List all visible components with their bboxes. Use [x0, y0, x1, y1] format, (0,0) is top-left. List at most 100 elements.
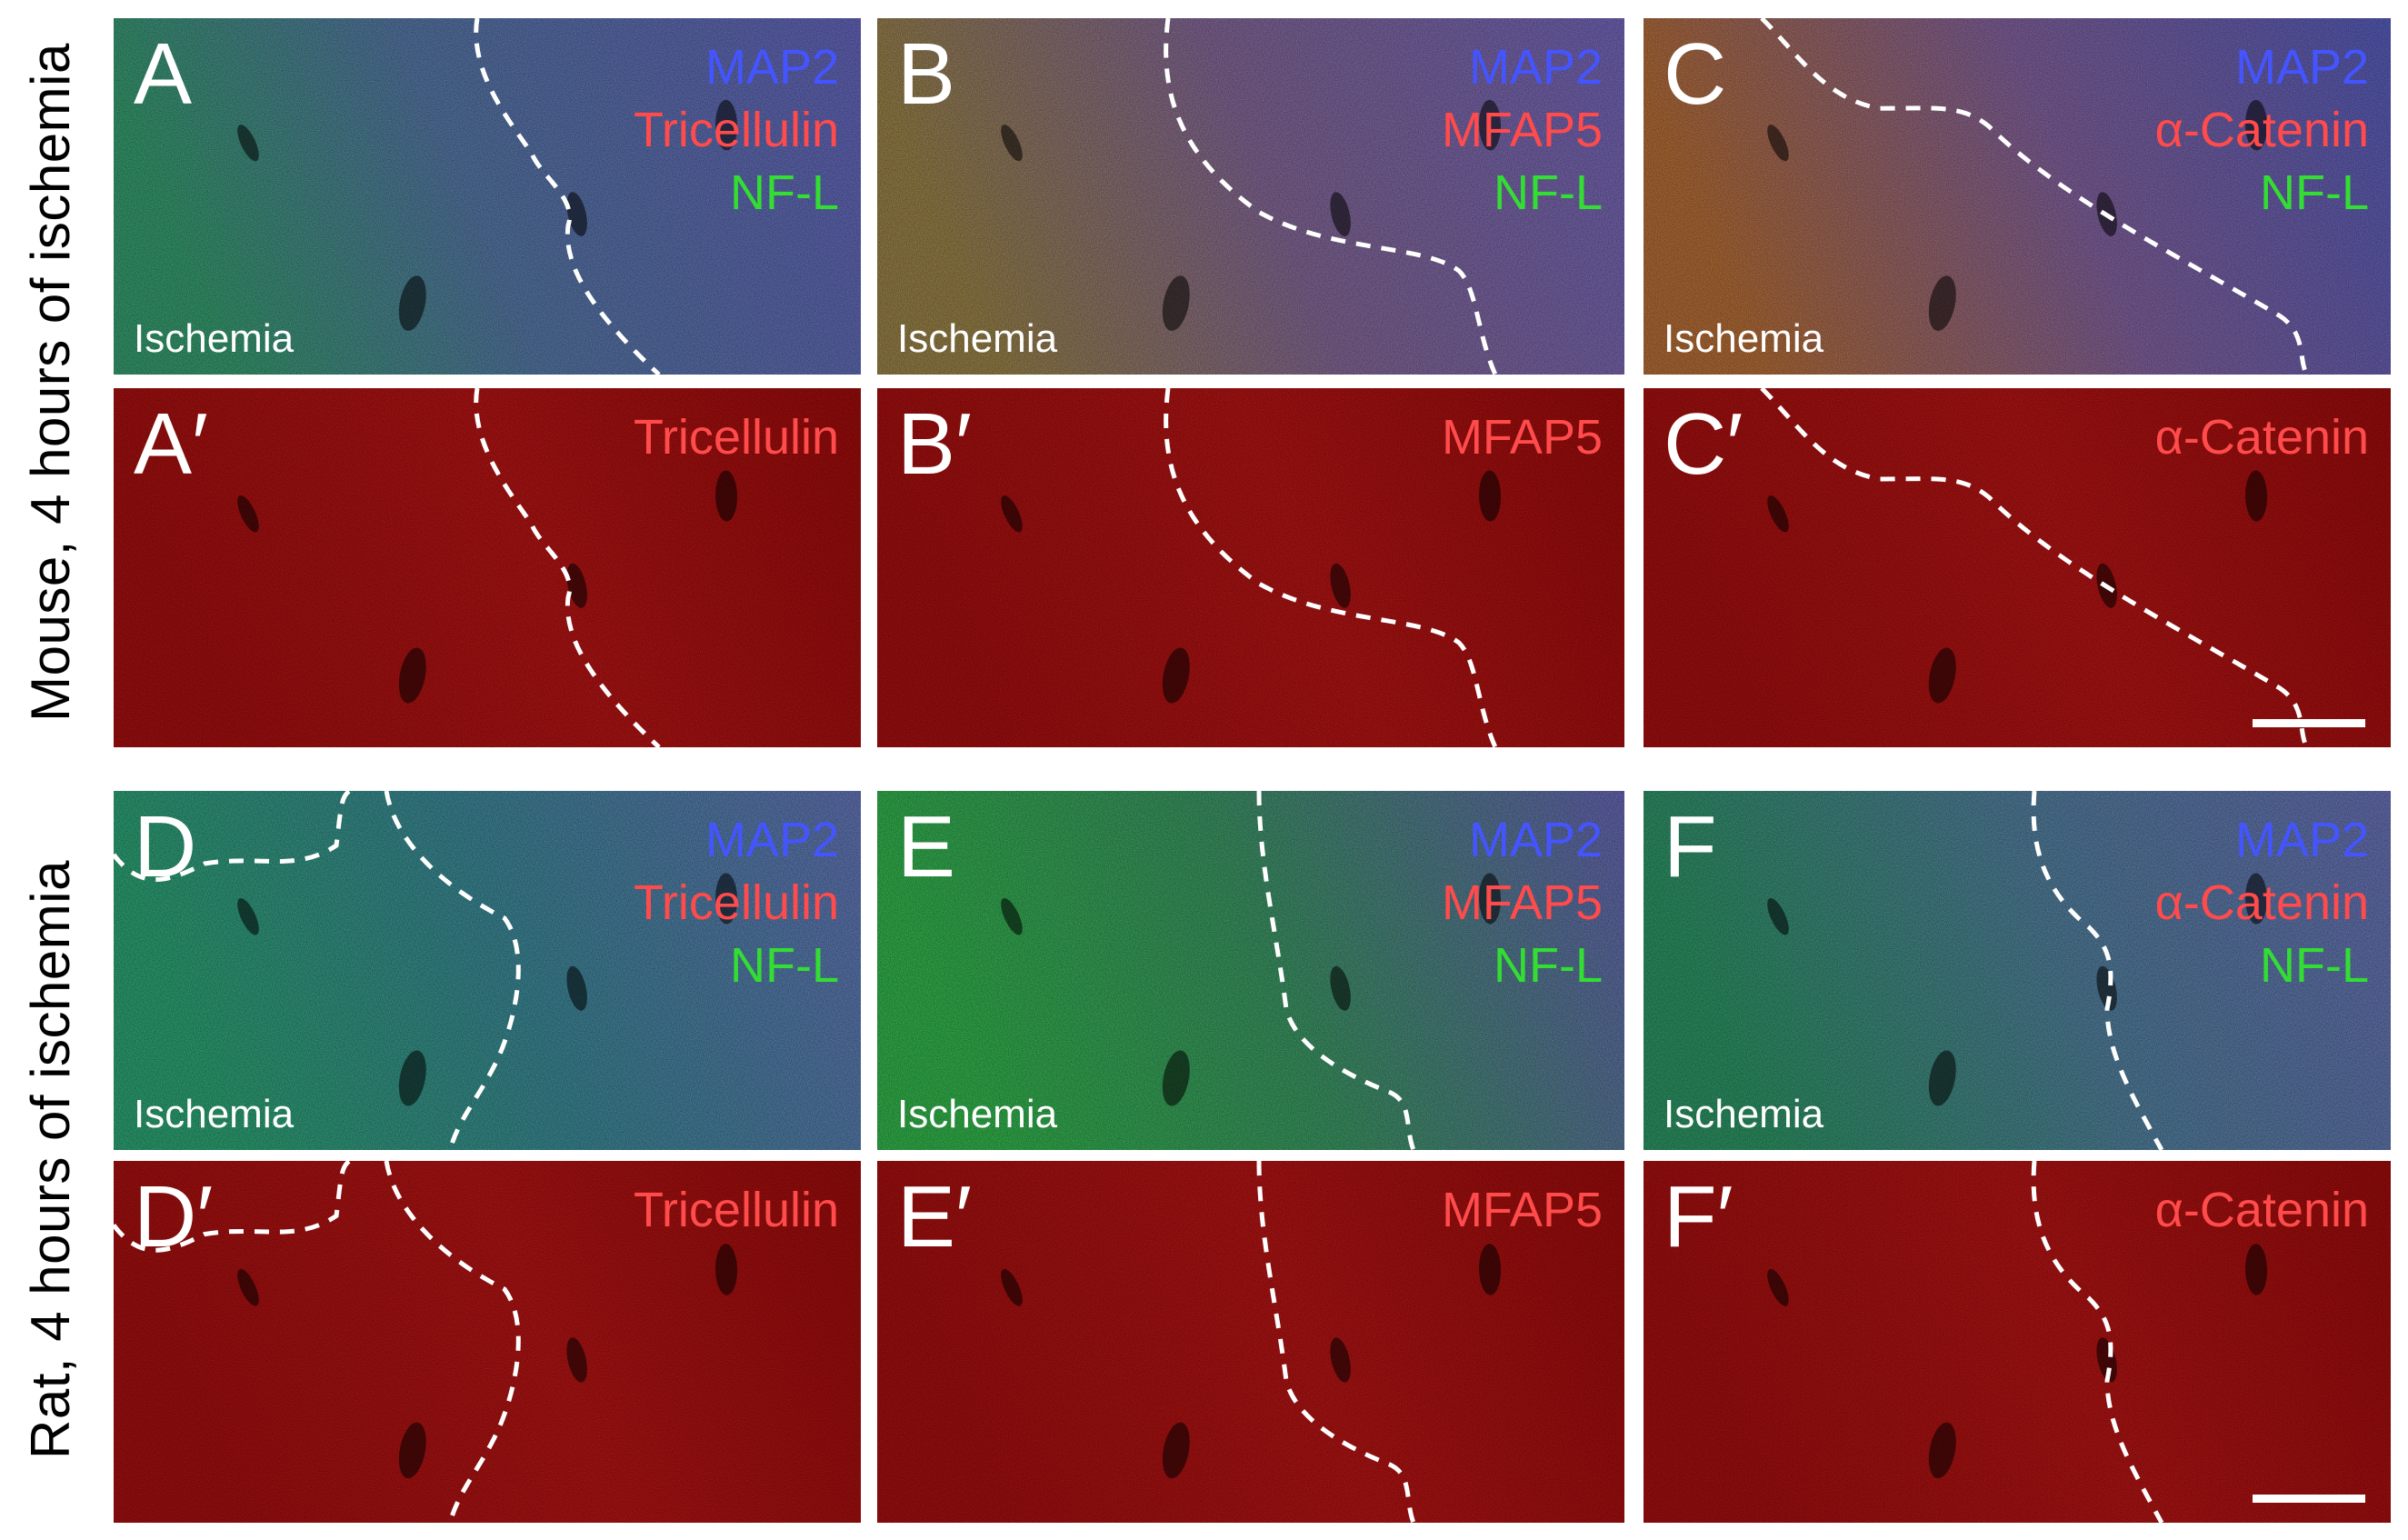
- row-label-rat-text: Rat, 4 hours of ischemia: [19, 859, 81, 1459]
- vessel-shape: [1162, 1050, 1190, 1106]
- panel-letter: C: [1664, 25, 1727, 123]
- scale-bar: [2253, 719, 2365, 727]
- stain-label-red: α-Catenin: [2154, 410, 2369, 465]
- stain-legend: MAP2 α-Catenin NF-L: [2155, 36, 2369, 225]
- micrograph-image: [114, 1161, 861, 1523]
- vessel-shape: [715, 873, 738, 925]
- micrograph-panel-f-prime: F′ α-Catenin: [1644, 1161, 2391, 1523]
- vessel-shape: [715, 99, 738, 151]
- micrograph-panel-d-prime: D′ Tricellulin: [114, 1161, 861, 1523]
- panel-letter: C′: [1664, 395, 1744, 493]
- stain-label-green: NF-L: [2260, 938, 2369, 993]
- stain-label-green: NF-L: [730, 165, 839, 220]
- panel-letter: E′: [897, 1168, 973, 1265]
- vessel-shape: [1767, 898, 1789, 935]
- stain-label-blue: MAP2: [2234, 813, 2369, 867]
- stain-label-red: MFAP5: [1441, 1183, 1603, 1237]
- vessel-shape: [2245, 873, 2268, 925]
- ischemia-boundary-line: [474, 388, 661, 747]
- stain-label-blue: MAP2: [1468, 40, 1603, 95]
- ischemia-region-label: Ischemia: [1664, 316, 1824, 361]
- stain-legend: α-Catenin: [2155, 406, 2369, 469]
- micrograph-image: [1644, 791, 2391, 1150]
- panel-letter: D′: [134, 1168, 214, 1265]
- ischemia-boundary-line: [2031, 791, 2164, 1150]
- ischemia-boundary-line: [114, 791, 521, 1150]
- stain-legend: MFAP5: [1442, 1179, 1603, 1242]
- panel-letter: E: [897, 798, 956, 895]
- micrograph-image: [1644, 388, 2391, 747]
- stain-label-green: NF-L: [730, 938, 839, 993]
- vessel-shape: [2245, 99, 2268, 151]
- stain-legend: MFAP5: [1442, 406, 1603, 469]
- row-label-rat: Rat, 4 hours of ischemia: [0, 791, 100, 1527]
- stain-legend: α-Catenin: [2155, 1179, 2369, 1242]
- micrograph-image: [877, 18, 1624, 375]
- stain-label-red: α-Catenin: [2154, 103, 2369, 157]
- stain-label-green: NF-L: [1494, 165, 1603, 220]
- vessel-shape: [1001, 898, 1023, 935]
- vessel-shape: [237, 1268, 259, 1306]
- ischemia-region-label: Ischemia: [897, 316, 1058, 361]
- stain-legend: Tricellulin: [634, 1179, 839, 1242]
- vessel-shape: [715, 1244, 738, 1295]
- micrograph-panel-f: F MAP2 α-Catenin NF-L Ischemia: [1644, 791, 2391, 1150]
- vessel-shape: [2245, 470, 2268, 522]
- row-label-mouse: Mouse, 4 hours of ischemia: [0, 18, 100, 745]
- micrograph-panel-a: A MAP2 Tricellulin NF-L Ischemia: [114, 18, 861, 375]
- vessel-shape: [1330, 965, 1351, 1011]
- stain-label-blue: MAP2: [704, 813, 839, 867]
- panel-letter: B′: [897, 395, 973, 493]
- vessel-shape: [1001, 495, 1023, 533]
- micrograph-image: [114, 388, 861, 747]
- vessel-shape: [566, 965, 587, 1011]
- vessel-shape: [1767, 495, 1789, 533]
- stain-label-red: MFAP5: [1441, 875, 1603, 930]
- vessel-shape: [566, 192, 587, 236]
- vessel-shape: [1479, 470, 1502, 522]
- vessel-shape: [398, 1050, 426, 1106]
- vessel-shape: [1767, 125, 1789, 162]
- ischemia-boundary-line: [1164, 18, 1498, 375]
- stain-legend: MAP2 MFAP5 NF-L: [1442, 809, 1603, 997]
- vessel-shape: [1001, 1268, 1023, 1306]
- micrograph-image: [1644, 1161, 2391, 1523]
- ischemia-boundary-line: [474, 18, 661, 375]
- ischemia-boundary-line: [1256, 1161, 1416, 1523]
- micrograph-image: [877, 1161, 1624, 1523]
- vessel-shape: [2245, 1244, 2268, 1295]
- vessel-shape: [1928, 1422, 1956, 1479]
- stain-label-red: MFAP5: [1441, 410, 1603, 465]
- stain-label-green: NF-L: [1494, 938, 1603, 993]
- stain-legend: Tricellulin: [634, 406, 839, 469]
- ischemia-region-label: Ischemia: [134, 316, 295, 361]
- micrograph-panel-c-prime: C′ α-Catenin: [1644, 388, 2391, 747]
- ischemia-region-label: Ischemia: [134, 1092, 295, 1136]
- ischemia-boundary-line: [1256, 791, 1416, 1150]
- vessel-shape: [237, 898, 259, 935]
- vessel-shape: [1330, 1337, 1351, 1383]
- stain-label-red: α-Catenin: [2154, 1183, 2369, 1237]
- ischemia-boundary-line: [114, 1161, 521, 1523]
- stain-label-red: α-Catenin: [2154, 875, 2369, 930]
- scale-bar: [2253, 1495, 2365, 1503]
- ischemia-region-label: Ischemia: [1664, 1092, 1824, 1136]
- panel-letter: F′: [1664, 1168, 1734, 1265]
- ischemia-boundary-line: [1760, 18, 2310, 375]
- ischemia-boundary-line: [1164, 388, 1498, 747]
- stain-label-blue: MAP2: [1468, 813, 1603, 867]
- stain-label-blue: MAP2: [2234, 40, 2369, 95]
- vessel-shape: [1928, 647, 1956, 704]
- vessel-shape: [1001, 125, 1023, 162]
- stain-label-red: Tricellulin: [633, 410, 839, 465]
- micrograph-panel-c: C MAP2 α-Catenin NF-L Ischemia: [1644, 18, 2391, 375]
- vessel-shape: [398, 1422, 426, 1479]
- micrograph-panel-d: D MAP2 Tricellulin NF-L Ischemia: [114, 791, 861, 1150]
- stain-legend: MAP2 Tricellulin NF-L: [634, 809, 839, 997]
- stain-label-red: Tricellulin: [633, 875, 839, 930]
- vessel-shape: [1330, 192, 1351, 236]
- vessel-shape: [1162, 647, 1190, 704]
- ischemia-boundary-line: [1760, 388, 2310, 747]
- vessel-shape: [566, 1337, 587, 1383]
- micrograph-panel-b: B MAP2 MFAP5 NF-L Ischemia: [877, 18, 1624, 375]
